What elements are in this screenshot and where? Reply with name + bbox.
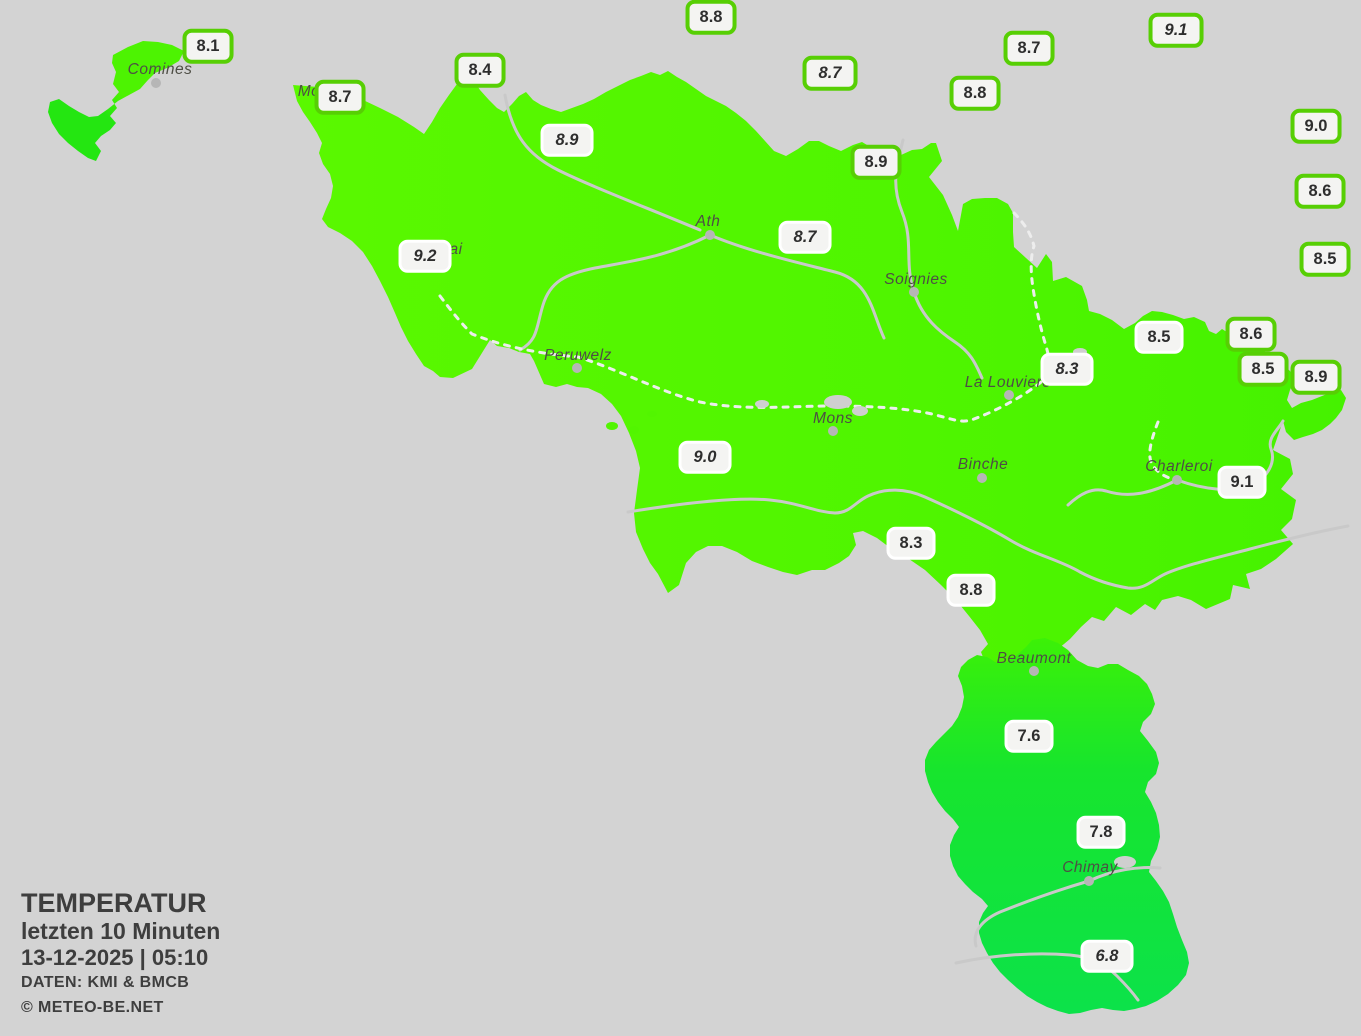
- city-dot: [828, 426, 838, 436]
- temperature-label: 8.6: [1225, 316, 1277, 352]
- city-dot: [909, 287, 919, 297]
- temperature-label: 8.7: [778, 220, 832, 254]
- temperature-label: 9.1: [1217, 465, 1267, 499]
- city-dot: [1084, 876, 1094, 886]
- temperature-label: 7.8: [1076, 815, 1126, 849]
- city-dot: [151, 78, 161, 88]
- temperature-label: 8.7: [1003, 30, 1055, 66]
- temperature-label: 9.1: [1148, 12, 1204, 48]
- temperature-label: 8.5: [1237, 351, 1289, 387]
- temperature-label: 8.8: [949, 75, 1001, 111]
- temperature-label: 8.8: [946, 573, 996, 607]
- map-datetime: 13-12-2025 | 05:10: [21, 945, 209, 970]
- city-label: Soignies: [884, 271, 948, 288]
- title-block: TEMPERATUR letzten 10 Minuten 13-12-2025…: [21, 889, 220, 1020]
- city-label: Charleroi: [1145, 458, 1213, 475]
- city-dot: [572, 363, 582, 373]
- city-dot: [705, 230, 715, 240]
- city-label: Beaumont: [996, 650, 1072, 667]
- temperature-label: 8.1: [182, 28, 234, 64]
- temperature-label: 8.6: [1294, 173, 1346, 209]
- temperature-label: 8.8: [685, 0, 737, 35]
- city-label: La Louviere: [964, 374, 1052, 391]
- temperature-label: 9.0: [678, 440, 732, 474]
- city-dot: [1172, 475, 1182, 485]
- temperature-label: 8.9: [540, 123, 594, 157]
- temperature-label: 8.5: [1299, 241, 1351, 277]
- city-label: Peruwelz: [544, 347, 612, 364]
- city-dot: [977, 473, 987, 483]
- region-comines: [48, 41, 184, 161]
- temperature-label: 8.3: [886, 526, 936, 560]
- city-label: Chimay: [1062, 859, 1118, 876]
- city-label: ai: [449, 241, 463, 258]
- temperature-label: 9.2: [398, 239, 452, 273]
- map-subtitle: letzten 10 Minuten: [21, 918, 221, 944]
- urban-areas: [755, 348, 1136, 868]
- data-source: DATEN: KMI & BMCB: [21, 974, 190, 991]
- temperature-label: 8.3: [1040, 352, 1094, 386]
- map-title: TEMPERATUR: [21, 888, 207, 918]
- temperature-label: 9.0: [1290, 108, 1342, 144]
- temperature-label: 8.7: [314, 79, 366, 115]
- temperature-label: 7.6: [1004, 719, 1054, 753]
- temperature-label: 6.8: [1080, 939, 1134, 973]
- city-dot: [1029, 666, 1039, 676]
- city-label: Binche: [957, 456, 1009, 473]
- city-label: Ath: [695, 213, 721, 230]
- copyright: © METEO-BE.NET: [21, 999, 164, 1016]
- green-islets: [606, 411, 657, 434]
- temperature-label: 8.5: [1134, 320, 1184, 354]
- region-botte-sud: [925, 638, 1189, 1014]
- temperature-label: 8.9: [1290, 359, 1342, 395]
- city-label: Mons: [813, 410, 853, 427]
- region-hainaut-main: [293, 71, 1346, 671]
- city-label: Comines: [127, 61, 193, 78]
- temperature-label: 8.7: [802, 55, 858, 91]
- city-label: Mo: [297, 83, 321, 100]
- dashed-border-lines: [438, 210, 1178, 482]
- temperature-label: 8.9: [850, 144, 902, 180]
- city-dot: [1004, 390, 1014, 400]
- temperature-label: 8.4: [454, 52, 506, 88]
